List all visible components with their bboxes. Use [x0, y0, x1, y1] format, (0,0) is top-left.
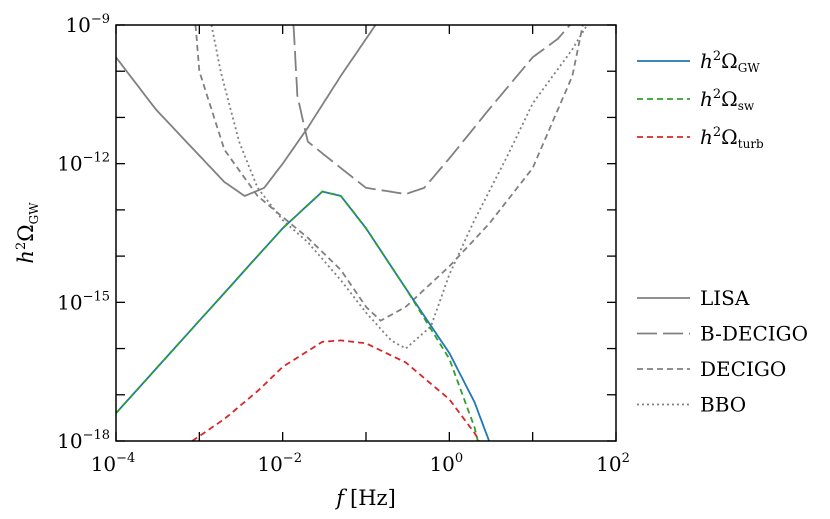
axis-ticks [115, 24, 617, 442]
x-tick-label: 10−4 [91, 451, 136, 476]
legend-label-bbo: BBO [700, 393, 746, 417]
x-tick-label: 10−2 [257, 451, 302, 476]
y-tick-label: 10−15 [57, 289, 110, 314]
plot-series [116, 25, 588, 441]
x-tick-label: 102 [596, 451, 630, 476]
legend: h2ΩGW h2Ωsw h2Ωturb LISA B-DECIGO DECIGO BBO [637, 49, 808, 417]
series-line-bbo [210, 25, 588, 350]
legend-label-h2omegaturb: h2Ωturb [700, 125, 764, 151]
y-tick-label: 10−18 [57, 428, 110, 453]
legend-label-h2omegasw: h2Ωsw [700, 87, 755, 113]
axis-titles: f [Hz] h2ΩGW [14, 202, 396, 510]
x-axis-label: f [Hz] [334, 486, 396, 510]
plot-frame [115, 24, 617, 442]
series-line-lisa [116, 25, 377, 198]
x-tick-label: 100 [429, 451, 463, 476]
y-tick-label: 10−9 [65, 12, 110, 37]
series-line-h2omegasw [116, 190, 479, 441]
legend-label-h2omegagw: h2ΩGW [700, 49, 760, 75]
series-line-h2omegaturb [191, 339, 481, 441]
series-line-h2omegagw [116, 190, 490, 441]
series-line-b-decigo [292, 25, 571, 196]
tick-labels: 10−4 10−2 100 102 10−18 10−15 10−12 10−9 [57, 12, 630, 476]
series-line-decigo [194, 25, 584, 322]
legend-label-b-decigo: B-DECIGO [700, 322, 808, 346]
legend-label-decigo: DECIGO [700, 357, 786, 381]
y-tick-label: 10−12 [57, 151, 110, 176]
legend-label-lisa: LISA [700, 286, 750, 310]
y-axis-label: h2ΩGW [14, 202, 41, 264]
